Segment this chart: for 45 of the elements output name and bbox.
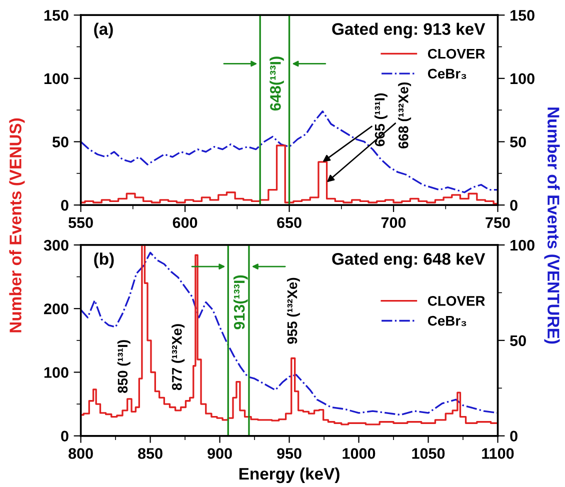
x-tick-label: 850 — [138, 448, 162, 459]
y-tick-label: 0 — [61, 200, 68, 211]
annotation: (b) — [94, 252, 114, 268]
x-tick-label: 950 — [277, 448, 302, 459]
annotation: (a) — [94, 22, 113, 38]
y2-tick-label: 0 — [510, 430, 518, 442]
x-tick-label: 550 — [68, 217, 93, 228]
y-tick-label: 0 — [61, 430, 68, 442]
y-tick-label: 300 — [44, 240, 68, 251]
y2-tick-label: 0 — [510, 200, 518, 211]
y2-tick-label: 100 — [510, 240, 534, 251]
y-tick-label: 150 — [44, 10, 68, 21]
annotation: 955 (¹³²Xe) — [286, 278, 300, 344]
ref-line-label: 913(¹³³I) — [234, 275, 248, 330]
y-tick-label: 100 — [44, 73, 68, 84]
annotation: 877 (¹³²Xe) — [172, 324, 185, 390]
x-tick-label: 1050 — [412, 448, 445, 459]
x-tick-label: 750 — [486, 217, 510, 228]
y2-tick-label: 50 — [510, 335, 526, 346]
annotation: Gated eng: 913 keV — [332, 22, 486, 38]
y2-axis-title: Number of Events (VENTURE) — [544, 108, 560, 344]
y-axis-title: Number of Events (VENUS) — [9, 118, 25, 332]
y2-tick-label: 150 — [510, 10, 534, 21]
legend-label: CLOVER — [428, 296, 485, 306]
x-tick-label: 1100 — [482, 448, 514, 459]
x-tick-label: 600 — [172, 217, 198, 228]
legend-label: CLOVER — [428, 48, 485, 59]
legend-label: CeBr₃ — [428, 316, 466, 326]
x-tick-label: 1000 — [342, 448, 376, 459]
annotation: 665 (¹³¹I) — [374, 93, 388, 146]
y-tick-label: 200 — [44, 303, 68, 314]
annotation: Gated eng: 648 keV — [332, 252, 486, 268]
legend-label: CeBr₃ — [428, 68, 466, 79]
x-tick-label: 900 — [208, 448, 232, 459]
x-tick-label: 650 — [277, 217, 302, 228]
annotation: 850 (¹³¹I) — [117, 340, 130, 393]
annotation: 668 (¹³²Xe) — [398, 82, 412, 148]
x-tick-label: 700 — [381, 217, 406, 228]
ref-line-label: 648(¹³³I) — [270, 56, 284, 110]
y-tick-label: 50 — [52, 136, 68, 148]
y2-tick-label: 50 — [510, 136, 526, 148]
x-tick-label: 800 — [68, 448, 93, 459]
y2-tick-label: 100 — [510, 73, 534, 84]
y-tick-label: 100 — [44, 367, 68, 378]
x-axis-title: Energy (keV) — [239, 467, 340, 484]
